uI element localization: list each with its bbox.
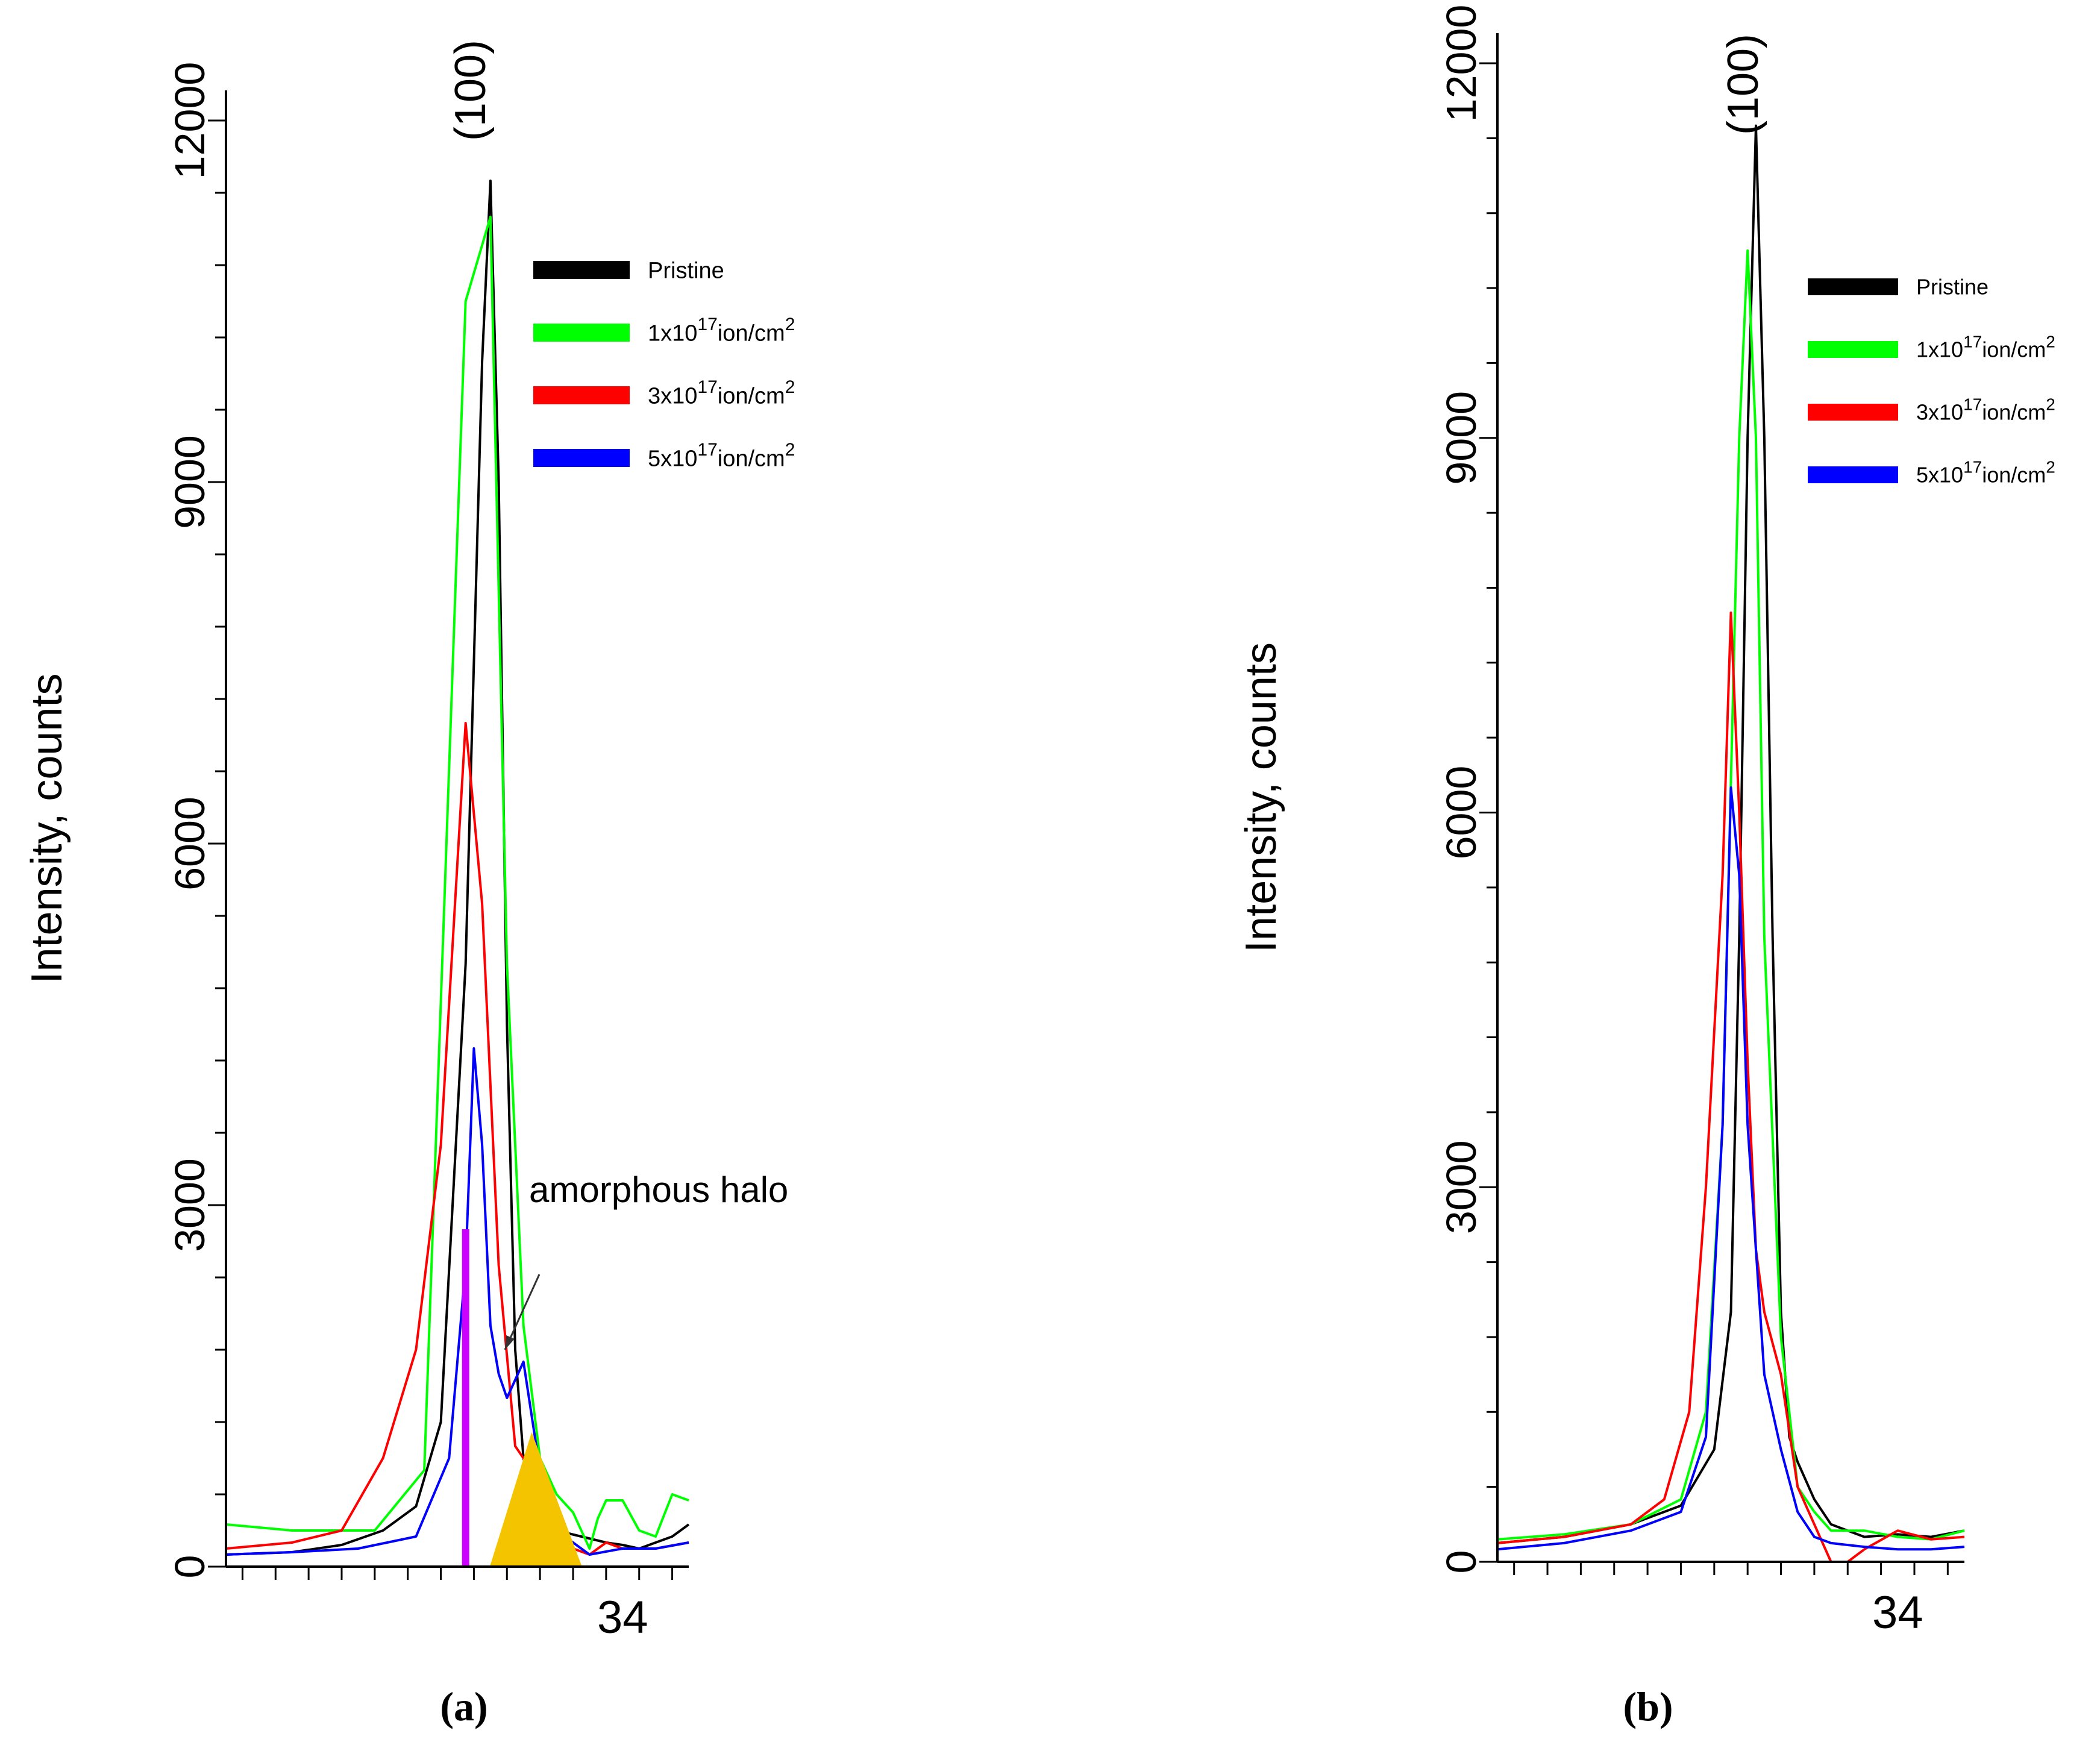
y-tick-label: 12000 <box>166 62 213 180</box>
x-tick-label: 34 <box>597 1592 648 1643</box>
y-tick-label: 3000 <box>1438 1140 1485 1234</box>
panel-a-series <box>225 180 690 1556</box>
y-tick-label: 0 <box>1438 1550 1485 1574</box>
legend-swatch <box>533 449 630 467</box>
legend-label: 1x1017ion/cm2 <box>1916 332 2055 362</box>
x-tick-label: 34 <box>1872 1587 1923 1638</box>
legend-swatch <box>533 261 630 279</box>
y-axis-title: Intensity, counts <box>1237 642 1285 953</box>
series-line-1x10-17ion-cm-2 <box>1497 249 1965 1541</box>
peak-label: (100) <box>447 40 495 141</box>
legend-swatch <box>1808 466 1898 483</box>
y-tick-label: 0 <box>166 1555 213 1579</box>
series-line-pristine <box>225 180 690 1556</box>
panel-a-legend: Pristine 1x1017ion/cm2 3x1017ion/cm2 5x1017… <box>533 258 795 471</box>
legend-swatch <box>533 386 630 404</box>
legend-label: 5x1017ion/cm2 <box>648 440 795 471</box>
y-tick-label: 6000 <box>1438 766 1485 860</box>
series-line-1x10-17ion-cm-2 <box>225 216 689 1550</box>
annotation-arrow-line <box>504 1274 541 1350</box>
legend-label: Pristine <box>1916 275 1989 299</box>
legend-label: 3x1017ion/cm2 <box>648 377 795 409</box>
annotation-arrow-head <box>505 1335 515 1350</box>
panel-b-series <box>1497 124 1965 1563</box>
annotation-text: amorphous halo <box>529 1170 788 1210</box>
series-line-5x10-17ion-cm-2 <box>1497 786 1965 1551</box>
panel-a-labels: Intensity, counts (100) amorphous halo (a) <box>23 40 788 1729</box>
y-tick-label: 9000 <box>1438 391 1485 485</box>
legend-swatch <box>1808 341 1898 358</box>
y-tick-label: 6000 <box>166 797 213 891</box>
panel-b: 0 3000 6000 9000 12000 34 Pristine 1x1017ion/c… <box>1237 5 2055 1729</box>
legend-label: Pristine <box>648 258 724 283</box>
legend-swatch <box>1808 278 1898 295</box>
panel-b-legend: Pristine 1x1017ion/cm2 3x1017ion/cm2 5x1017… <box>1808 275 2055 487</box>
y-tick-label: 3000 <box>166 1158 213 1252</box>
panel-caption: (a) <box>440 1684 487 1729</box>
legend-label: 3x1017ion/cm2 <box>1916 395 2055 424</box>
panel-b-labels: Intensity, counts (100) (b) <box>1237 34 1767 1729</box>
legend-label: 5x1017ion/cm2 <box>1916 457 2055 487</box>
series-line-5x10-17ion-cm-2 <box>225 1047 689 1556</box>
legend-label: 1x1017ion/cm2 <box>648 315 795 346</box>
peak-label: (100) <box>1719 34 1767 135</box>
y-axis-title: Intensity, counts <box>23 674 71 984</box>
panel-a: 0 3000 6000 9000 12000 34 Pristine 1x1017ion/c… <box>23 40 795 1729</box>
y-tick-label: 12000 <box>1438 5 1485 122</box>
panel-caption: (b) <box>1623 1684 1673 1729</box>
panel-a-axes: 0 3000 6000 9000 12000 34 <box>166 62 689 1643</box>
panel-b-axes: 0 3000 6000 9000 12000 34 <box>1438 5 1964 1638</box>
series-line-3x10-17ion-cm-2 <box>225 722 689 1556</box>
legend-swatch <box>1808 404 1898 421</box>
legend-swatch <box>533 324 630 342</box>
y-tick-label: 9000 <box>166 435 213 529</box>
